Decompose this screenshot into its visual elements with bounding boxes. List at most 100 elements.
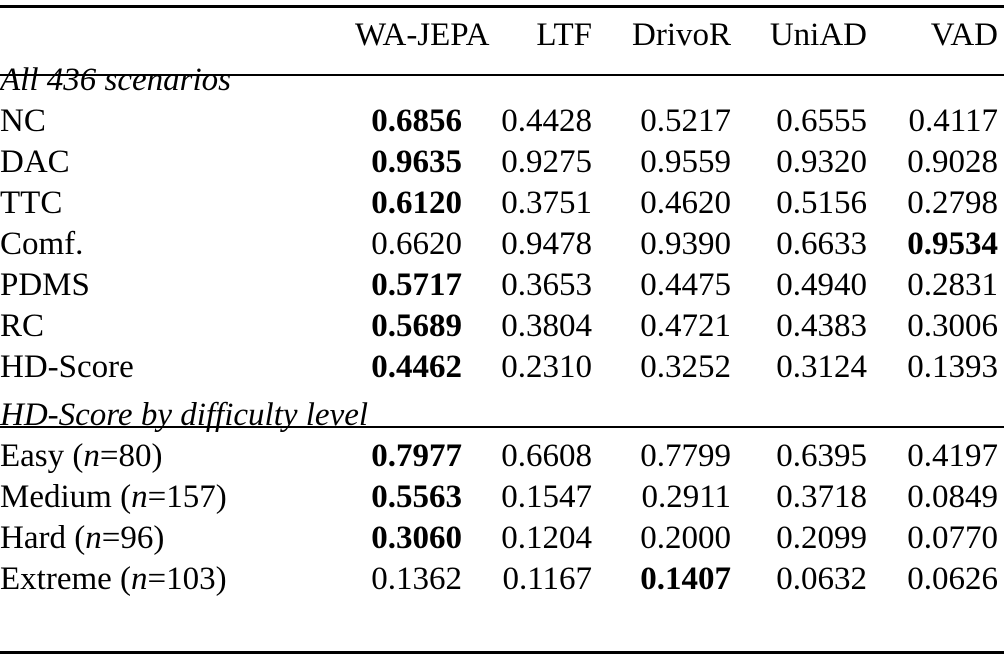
row-label: NC xyxy=(0,101,355,142)
row-label: Comf. xyxy=(0,224,355,265)
table-row: HD-Score 0.4462 0.2310 0.3252 0.3124 0.1393 xyxy=(0,347,1004,388)
column-header-wa-jepa: WA-JEPA xyxy=(355,17,490,53)
value-cell: 0.6608 xyxy=(501,438,592,474)
value-cell: 0.4620 xyxy=(640,185,731,221)
row-label-text: HD-Score xyxy=(0,349,134,385)
value-cell: 0.5217 xyxy=(640,103,731,139)
sample-count-variable: n xyxy=(131,479,148,515)
table-row: NC 0.6856 0.4428 0.5217 0.6555 0.4117 xyxy=(0,101,1004,142)
table-row: Extreme (n=103) 0.1362 0.1167 0.1407 0.0632 0… xyxy=(0,559,1004,600)
row-label: Hard (n=96) xyxy=(0,520,165,556)
section-gap xyxy=(0,388,1004,395)
row-label: Medium (n=157) xyxy=(0,479,227,515)
header-rule xyxy=(0,74,1004,76)
value-cell: 0.7799 xyxy=(640,438,731,474)
row-label: Easy (n=80) xyxy=(0,438,163,474)
value-cell: 0.1167 xyxy=(502,561,592,597)
value-cell: 0.3751 xyxy=(501,185,592,221)
row-label-text: DAC xyxy=(0,144,70,180)
value-cell: 0.4197 xyxy=(907,438,998,474)
value-cell: 0.3006 xyxy=(907,308,998,344)
value-cell: 0.0849 xyxy=(907,479,998,515)
row-label: HD-Score xyxy=(0,347,355,388)
value-cell: 0.9275 xyxy=(501,144,592,180)
row-label: TTC xyxy=(0,183,355,224)
section-title-row: All 436 scenarios xyxy=(0,60,1004,101)
sample-count-variable: n xyxy=(131,561,148,597)
row-label-text: Hard xyxy=(0,520,66,556)
column-header-uniad: UniAD xyxy=(769,17,867,53)
value-cell: 0.1393 xyxy=(907,349,998,385)
value-cell: 0.1407 xyxy=(640,561,731,597)
value-cell: 0.6555 xyxy=(776,103,867,139)
value-cell: 0.4475 xyxy=(640,267,731,303)
header-metric-cell xyxy=(0,15,355,56)
table-row: Medium (n=157) 0.5563 0.1547 0.2911 0.3718 0.… xyxy=(0,477,1004,518)
value-cell: 0.4462 xyxy=(371,349,462,385)
value-cell: 0.5717 xyxy=(371,267,462,303)
value-cell: 0.0770 xyxy=(907,520,998,556)
row-label-text: Easy xyxy=(0,438,65,474)
value-cell: 0.3124 xyxy=(776,349,867,385)
value-cell: 0.3718 xyxy=(776,479,867,515)
header-row: WA-JEPA LTF DrivoR UniAD VAD xyxy=(0,15,1004,56)
sample-count-value: 96 xyxy=(120,520,154,556)
sample-count-variable: n xyxy=(85,520,102,556)
value-cell: 0.0632 xyxy=(776,561,867,597)
value-cell: 0.9534 xyxy=(907,226,998,262)
table-row: Comf. 0.6620 0.9478 0.9390 0.6633 0.9534 xyxy=(0,224,1004,265)
column-header-vad: VAD xyxy=(930,17,998,53)
value-cell: 0.4940 xyxy=(776,267,867,303)
value-cell: 0.6620 xyxy=(371,226,462,262)
sample-count-variable: n xyxy=(83,438,100,474)
value-cell: 0.4721 xyxy=(640,308,731,344)
value-cell: 0.5156 xyxy=(776,185,867,221)
row-label-text: Extreme xyxy=(0,561,112,597)
top-rule xyxy=(0,5,1004,8)
value-cell: 0.2310 xyxy=(501,349,592,385)
row-label-text: PDMS xyxy=(0,267,90,303)
value-cell: 0.2831 xyxy=(907,267,998,303)
sample-count-value: 80 xyxy=(118,438,152,474)
value-cell: 0.2000 xyxy=(640,520,731,556)
value-cell: 0.6633 xyxy=(776,226,867,262)
table-row: DAC 0.9635 0.9275 0.9559 0.9320 0.9028 xyxy=(0,142,1004,183)
row-label-text: Medium xyxy=(0,479,112,515)
value-cell: 0.4383 xyxy=(776,308,867,344)
value-cell: 0.5563 xyxy=(371,479,462,515)
table-row: TTC 0.6120 0.3751 0.4620 0.5156 0.2798 xyxy=(0,183,1004,224)
value-cell: 0.9320 xyxy=(776,144,867,180)
value-cell: 0.9478 xyxy=(501,226,592,262)
table-row: Hard (n=96) 0.3060 0.1204 0.2000 0.2099 0.077… xyxy=(0,518,1004,559)
value-cell: 0.9635 xyxy=(371,144,462,180)
value-cell: 0.2798 xyxy=(907,185,998,221)
value-cell: 0.5689 xyxy=(371,308,462,344)
top-spacer xyxy=(0,0,1004,15)
value-cell: 0.9028 xyxy=(907,144,998,180)
results-table: WA-JEPA LTF DrivoR UniAD VAD All 436 sce… xyxy=(0,0,1004,600)
value-cell: 0.4428 xyxy=(501,103,592,139)
table-row: Easy (n=80) 0.7977 0.6608 0.7799 0.6395 0.419… xyxy=(0,436,1004,477)
value-cell: 0.6856 xyxy=(371,103,462,139)
row-label: Extreme (n=103) xyxy=(0,561,227,597)
value-cell: 0.9390 xyxy=(640,226,731,262)
value-cell: 0.1204 xyxy=(501,520,592,556)
row-label-text: TTC xyxy=(0,185,63,221)
row-label-text: NC xyxy=(0,103,46,139)
value-cell: 0.9559 xyxy=(640,144,731,180)
value-cell: 0.2099 xyxy=(776,520,867,556)
value-cell: 0.7977 xyxy=(371,438,462,474)
value-cell: 0.2911 xyxy=(641,479,731,515)
value-cell: 0.1362 xyxy=(371,561,462,597)
row-label: PDMS xyxy=(0,265,355,306)
value-cell: 0.3252 xyxy=(640,349,731,385)
value-cell: 0.0626 xyxy=(907,561,998,597)
row-label-text: Comf. xyxy=(0,226,84,262)
value-cell: 0.4117 xyxy=(908,103,998,139)
sample-count-value: 157 xyxy=(166,479,216,515)
value-cell: 0.6395 xyxy=(776,438,867,474)
value-cell: 0.3804 xyxy=(501,308,592,344)
value-cell: 0.3653 xyxy=(501,267,592,303)
row-label-text: RC xyxy=(0,308,45,344)
value-cell: 0.6120 xyxy=(371,185,462,221)
